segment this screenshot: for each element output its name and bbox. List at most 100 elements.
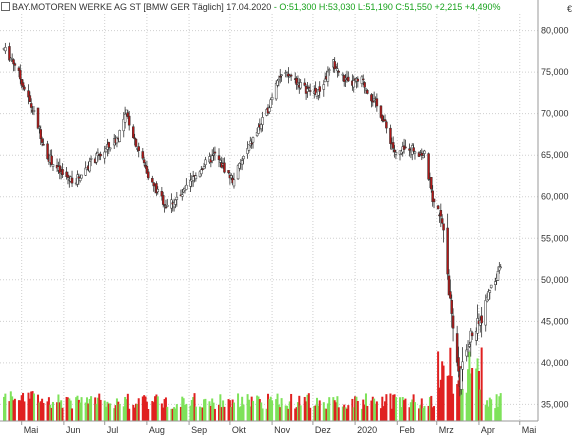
volume-bar xyxy=(175,404,178,421)
volume-bar xyxy=(430,395,433,421)
volume-bar xyxy=(347,405,350,421)
candle-body xyxy=(127,115,131,126)
candle-body xyxy=(278,76,282,78)
volume-bar xyxy=(179,406,182,421)
volume-bar xyxy=(344,407,347,421)
candle-body xyxy=(213,151,217,154)
volume-bar xyxy=(337,407,340,421)
volume-bar xyxy=(137,398,140,421)
volume-bar xyxy=(71,408,74,421)
instrument-meta: [BMW GER Täglich] xyxy=(143,2,224,12)
volume-bar xyxy=(77,399,80,421)
candle-body xyxy=(134,138,138,147)
candle-body xyxy=(164,206,168,209)
volume-bar xyxy=(28,398,31,421)
volume-bar xyxy=(103,400,106,421)
currency-label: € xyxy=(566,4,572,14)
y-axis-ticks: 35,000 40,000 45,000 50,000 55,000 60,000 65,0… xyxy=(541,26,569,410)
x-tick-label: Mai xyxy=(522,425,537,435)
y-tick-label: 75,000 xyxy=(541,67,569,77)
candle-body xyxy=(156,189,160,193)
candle-body xyxy=(499,266,502,269)
candle-body xyxy=(242,155,245,160)
candle-body xyxy=(240,160,244,165)
candle-body xyxy=(238,163,241,169)
volume-bar xyxy=(41,398,44,421)
volume-bar xyxy=(276,393,279,421)
candle-body xyxy=(21,82,25,88)
volume-bar xyxy=(231,399,234,421)
x-tick-label: Jul xyxy=(107,425,119,435)
volume-bar xyxy=(170,408,173,421)
candle-body xyxy=(327,69,331,71)
candle-body xyxy=(13,63,17,66)
volume-bar xyxy=(125,399,128,421)
volume-bar xyxy=(370,400,373,421)
candle-body xyxy=(457,357,460,372)
volume-bar xyxy=(389,393,392,421)
volume-bar xyxy=(4,393,7,421)
volume-bar xyxy=(107,403,110,421)
volume-bar xyxy=(201,407,204,421)
candle-body xyxy=(391,142,395,149)
volume-bar xyxy=(411,399,414,421)
candle-body xyxy=(269,99,272,108)
candle-body xyxy=(32,110,36,112)
candle-body xyxy=(356,78,360,82)
volume-bar xyxy=(109,403,112,421)
price-change: +2,215 +4,490% xyxy=(434,2,501,12)
candle-body xyxy=(488,290,492,293)
volume-bar xyxy=(223,406,226,421)
x-tick-label: Okt xyxy=(232,425,247,435)
volume-bar xyxy=(461,388,464,421)
volume-bar xyxy=(12,400,15,421)
volume-bar xyxy=(190,400,193,421)
volume-bar xyxy=(317,405,320,421)
volume-bars xyxy=(3,347,502,421)
y-tick-label: 45,000 xyxy=(541,316,569,326)
candle-body xyxy=(326,71,330,82)
candle-body xyxy=(489,284,493,288)
volume-bar xyxy=(356,400,359,421)
candle-body xyxy=(276,80,279,86)
candle-body xyxy=(303,82,306,86)
volume-bar xyxy=(286,405,289,421)
candle-body xyxy=(191,176,195,181)
volume-bar xyxy=(98,393,101,421)
y-tick-label: 40,000 xyxy=(541,358,569,368)
candle-body xyxy=(227,170,230,174)
volume-bar xyxy=(496,406,499,421)
volume-bar xyxy=(475,368,478,421)
volume-bar xyxy=(19,400,22,421)
x-tick-label: Apr xyxy=(481,425,495,435)
candle-body xyxy=(28,95,32,102)
volume-bar xyxy=(252,400,255,421)
candle-body xyxy=(439,210,443,217)
volume-bar xyxy=(249,406,252,421)
volume-bar xyxy=(143,395,146,421)
candle-body xyxy=(370,94,373,102)
volume-bar xyxy=(373,398,376,421)
candle-body xyxy=(362,78,365,81)
candle-body xyxy=(277,78,281,82)
candle-body xyxy=(78,177,82,181)
candle-body xyxy=(352,80,355,88)
volume-bar xyxy=(423,406,426,421)
volume-bar xyxy=(499,393,502,421)
volume-bar xyxy=(352,407,355,421)
volume-bar xyxy=(208,401,211,421)
candle-body xyxy=(36,107,40,129)
candle-body xyxy=(166,204,169,207)
candle-body xyxy=(307,86,311,89)
volume-bar xyxy=(11,396,14,421)
volume-bar xyxy=(287,408,290,421)
candle-body xyxy=(470,332,474,337)
volume-bar xyxy=(393,394,396,421)
volume-bar xyxy=(247,399,250,421)
candle-body xyxy=(336,68,339,72)
volume-bar xyxy=(275,399,278,421)
candle-body xyxy=(118,130,121,142)
candle-body xyxy=(161,195,165,205)
volume-bar xyxy=(322,402,325,421)
